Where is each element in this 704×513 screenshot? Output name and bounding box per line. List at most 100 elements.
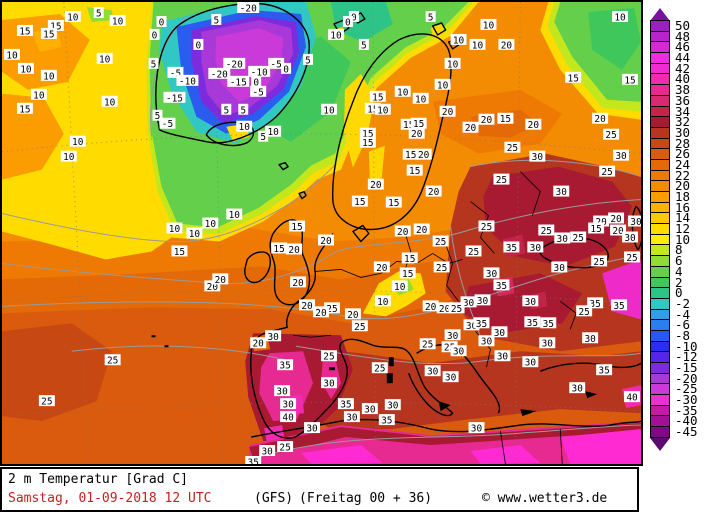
scale-label: -15 — [675, 360, 698, 375]
temp-label-box — [359, 136, 376, 148]
scale-label: 28 — [675, 135, 691, 151]
temp-label: 30 — [624, 233, 636, 244]
temp-label: 10 — [6, 50, 18, 61]
temp-label: 5 — [305, 55, 311, 66]
temp-label-box — [280, 398, 297, 410]
temp-label: 25 — [422, 340, 433, 351]
temp-label-box — [369, 90, 386, 102]
temp-label-box — [289, 220, 306, 232]
temp-label: 5 — [155, 111, 161, 122]
temp-label: -20 — [226, 59, 243, 70]
temp-label-box — [596, 364, 613, 376]
temp-label: 25 — [541, 226, 552, 237]
temp-label-box — [321, 103, 337, 115]
temp-label-box — [384, 399, 401, 411]
temp-label: 25 — [354, 322, 365, 333]
temp-label: 5 — [240, 105, 246, 116]
temp-label-box — [400, 118, 417, 130]
temp-label-box — [402, 148, 419, 160]
temp-label: 10 — [239, 122, 251, 133]
temp-label-box — [259, 445, 276, 457]
temp-label: 25 — [593, 257, 604, 268]
temp-label: 25 — [41, 397, 52, 408]
temp-label: 15 — [500, 114, 511, 125]
temp-label-box — [208, 67, 231, 79]
scale-label: 50 — [675, 18, 691, 33]
temp-label: 25 — [435, 237, 446, 248]
scale-entry: 40 — [650, 73, 704, 85]
temp-label-box — [167, 66, 184, 78]
temp-label: 30 — [466, 321, 478, 332]
temp-label-box — [258, 130, 269, 142]
temp-label: 0 — [351, 12, 357, 23]
scale-label: -30 — [675, 392, 698, 408]
temp-label-box — [569, 382, 586, 394]
temp-label-box — [525, 118, 542, 130]
temp-label: 20 — [376, 263, 388, 274]
temp-label-box — [608, 212, 625, 224]
temp-label-box — [432, 235, 449, 247]
temp-label: 25 — [279, 443, 290, 454]
scale-entry: -45 — [650, 425, 704, 438]
temp-label-box — [64, 10, 81, 22]
forecast-run: (Freitag 00 + 36) — [299, 491, 433, 506]
temp-label-box — [250, 337, 267, 349]
temp-label-box — [473, 317, 490, 329]
temp-label-box — [498, 38, 515, 50]
temp-label: 15 — [174, 247, 185, 258]
temp-label: 30 — [306, 424, 318, 435]
scale-label: 30 — [675, 124, 691, 140]
temp-label-box — [613, 149, 630, 161]
temp-label-box — [551, 261, 568, 273]
temp-label-box — [425, 10, 436, 22]
scale-arrow-down-icon — [650, 437, 670, 451]
temp-label-box — [265, 330, 282, 342]
scale-label: 18 — [675, 189, 691, 204]
temp-label-box — [570, 231, 587, 243]
scale-label: -8 — [675, 327, 691, 343]
temp-label: 20 — [439, 304, 451, 315]
scale-label: 42 — [675, 60, 691, 76]
temp-label-box — [351, 195, 368, 207]
temp-label: 35 — [589, 299, 600, 310]
temp-label: 35 — [279, 361, 290, 372]
temp-label-box — [93, 6, 104, 18]
temp-label: 35 — [340, 400, 351, 411]
temp-label: 5 — [361, 40, 367, 51]
caption-box: 2 m Temperatur [Grad C] Samstag, 01-09-2… — [0, 467, 639, 512]
temp-label-box — [408, 127, 425, 139]
scale-label: -10 — [675, 338, 698, 354]
temp-label-box — [371, 362, 388, 374]
temp-label: 15 — [367, 104, 378, 115]
temp-label-box — [553, 185, 570, 197]
temp-label: 10 — [437, 80, 449, 91]
temp-label-box — [171, 245, 188, 257]
temp-label-box — [323, 302, 340, 314]
temp-label-box — [248, 65, 271, 77]
temp-label: 25 — [578, 307, 589, 318]
caption-line2: Samstag, 01-09-2018 12 UTC (GFS) (Freita… — [2, 491, 637, 509]
temp-label: 25 — [481, 222, 492, 233]
temp-label-box — [406, 164, 423, 176]
temp-label: 30 — [261, 447, 273, 458]
temp-label-box — [494, 350, 511, 362]
temp-label: 10 — [453, 35, 465, 46]
temp-label-box — [478, 220, 495, 232]
temp-label-box — [424, 365, 441, 377]
temp-label-box — [280, 411, 297, 423]
temp-label-box — [156, 15, 167, 27]
scale-entry: -30 — [650, 392, 704, 408]
scale-entry: -35 — [650, 404, 704, 417]
temp-label-box — [212, 273, 229, 285]
temp-label-box — [588, 222, 605, 234]
temp-label-box — [504, 141, 521, 153]
scale-label: 36 — [675, 92, 691, 108]
temp-label: 10 — [377, 105, 389, 116]
temp-label: 10 — [104, 97, 116, 108]
temp-label-box — [321, 377, 337, 389]
temp-label: 15 — [19, 104, 30, 115]
temp-label: 0 — [159, 17, 165, 28]
temp-label: 25 — [444, 343, 455, 354]
temp-label: 15 — [372, 92, 383, 103]
